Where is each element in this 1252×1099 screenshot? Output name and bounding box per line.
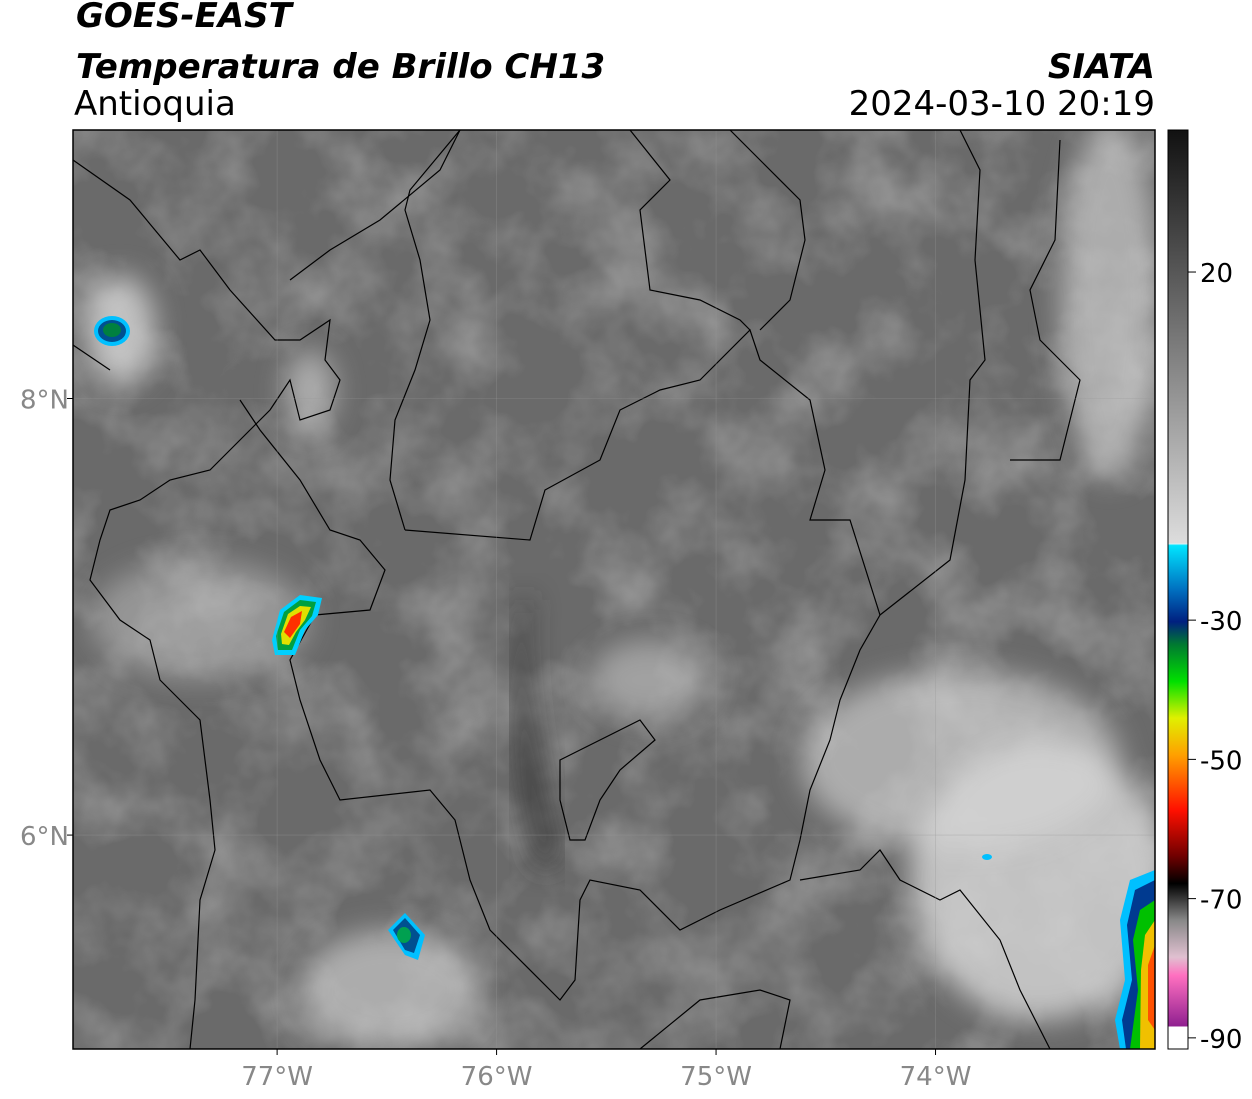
colorbar-tick-label: -50 — [1200, 746, 1242, 776]
source: SIATA — [1048, 47, 1155, 87]
colorbar-tick-label: -70 — [1200, 886, 1242, 916]
colorbar — [1167, 129, 1189, 1050]
map-frame — [72, 129, 1156, 1050]
x-tick-label: 77°W — [241, 1062, 313, 1092]
satellite: GOES-EAST — [76, 0, 295, 36]
x-tick-label: 76°W — [461, 1062, 533, 1092]
storm-cells — [94, 316, 1155, 1049]
datetime: 2024-03-10 20:19 — [849, 84, 1155, 124]
map-image — [73, 130, 1155, 1049]
region: Antioquia — [74, 84, 236, 124]
x-tick-label: 75°W — [680, 1062, 752, 1092]
colorbar-tick-label: -90 — [1200, 1025, 1242, 1055]
colorbar-tick-label: 20 — [1200, 259, 1233, 289]
y-tick-label: 8°N — [20, 385, 69, 415]
boundaries — [73, 130, 1081, 1049]
x-tick-label: 74°W — [900, 1062, 972, 1092]
y-tick-label: 6°N — [20, 822, 69, 852]
product: Temperatura de Brillo CH13 — [76, 47, 605, 87]
colorbar-tick-label: -30 — [1200, 607, 1242, 637]
